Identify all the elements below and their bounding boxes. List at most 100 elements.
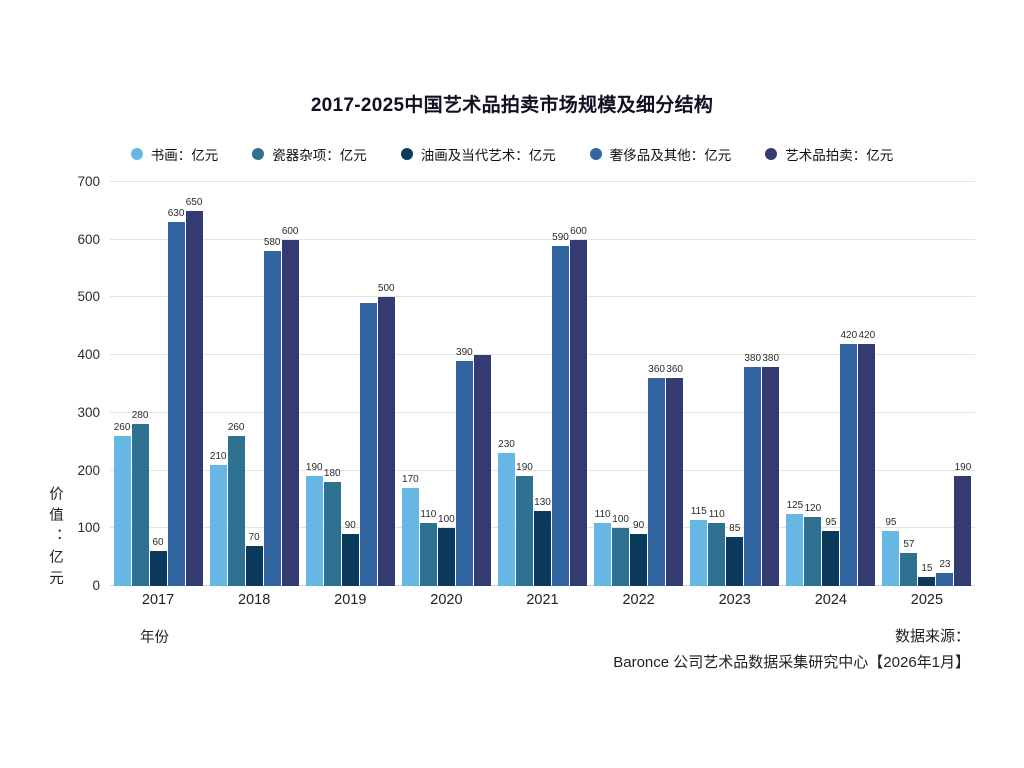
- bar: [401, 487, 419, 586]
- bar-value-label: 650: [185, 196, 203, 208]
- x-category-label: 2021: [526, 592, 559, 608]
- y-tick-label: 700: [77, 174, 100, 189]
- data-source: 数据来源： Baronce 公司艺术品数据采集研究中心【2026年1月】: [613, 624, 970, 676]
- bar-value-label: 600: [570, 225, 587, 237]
- data-source-line1: 数据来源：: [894, 628, 970, 645]
- bar-value-label: 85: [729, 522, 741, 534]
- x-category-label: 2022: [622, 592, 655, 608]
- bar-value-label: 100: [612, 514, 629, 526]
- bar: [708, 522, 726, 586]
- bar: [630, 534, 648, 586]
- legend-item: 油画及当代艺术：亿元: [400, 144, 556, 164]
- bar: [419, 522, 437, 586]
- bar-value-label: 420: [858, 329, 876, 341]
- legend-label: 书画：亿元: [150, 148, 219, 163]
- bar-value-label: 57: [903, 539, 915, 551]
- x-category-label: 2017: [141, 592, 175, 608]
- bar-value-label: 60: [152, 537, 164, 549]
- bar: [804, 516, 822, 586]
- bar: [281, 239, 299, 586]
- bar: [245, 545, 263, 586]
- bar: [744, 366, 762, 586]
- bar: [209, 464, 227, 586]
- bar: [918, 577, 936, 586]
- bar: [666, 378, 684, 586]
- bar-value-label: 110: [594, 508, 611, 520]
- x-category-label: 2023: [718, 592, 751, 608]
- bar: [305, 476, 323, 586]
- x-category-label: 2019: [334, 592, 367, 608]
- bar: [455, 360, 473, 586]
- bar-value-label: 580: [263, 237, 281, 249]
- x-category-label: 2018: [238, 592, 271, 608]
- x-axis-title: 年份: [140, 630, 169, 646]
- legend-dot-icon: [589, 148, 602, 160]
- bar: [612, 528, 630, 586]
- bar: [377, 297, 395, 586]
- bar: [690, 519, 708, 586]
- bar: [552, 245, 569, 586]
- bar-value-label: 115: [690, 505, 707, 517]
- gridline: [110, 238, 975, 240]
- y-tick-label: 400: [77, 347, 100, 363]
- bar-value-label: 380: [744, 352, 762, 364]
- bar: [498, 453, 515, 586]
- bar: [954, 476, 972, 586]
- y-tick-label: 0: [92, 578, 100, 593]
- bar-value-label: 90: [344, 520, 356, 532]
- gridline: [110, 411, 975, 413]
- bar-value-label: 420: [840, 329, 858, 341]
- bar: [822, 531, 840, 586]
- y-tick-label: 100: [77, 520, 100, 536]
- legend: 书画：亿元 瓷器杂项：亿元 油画及当代艺术：亿元 奢侈品及其他：亿元 艺术品拍卖：亿元: [0, 144, 1024, 164]
- bar: [323, 482, 341, 586]
- legend-dot-icon: [130, 148, 143, 160]
- x-category-label: 2025: [910, 592, 944, 608]
- bar: [227, 435, 245, 586]
- bar-value-label: 190: [305, 462, 323, 474]
- bar-value-label: 600: [281, 225, 299, 237]
- bar-value-label: 110: [708, 508, 725, 520]
- bar-value-label: 23: [939, 558, 951, 570]
- legend-item: 艺术品拍卖：亿元: [765, 144, 893, 164]
- bar: [840, 343, 858, 586]
- y-tick-label: 600: [77, 231, 100, 247]
- bar-value-label: 260: [113, 421, 131, 433]
- bar-value-label: 380: [762, 352, 780, 364]
- x-axis-labels: 2017 2018 2019 2020 2021 2022 2023 2024 2025: [110, 592, 975, 612]
- bar-value-label: 190: [954, 462, 972, 474]
- legend-dot-icon: [765, 148, 778, 160]
- bar: [570, 239, 587, 586]
- legend-item: 奢侈品及其他：亿元: [589, 144, 731, 164]
- bar-value-label: 230: [498, 439, 515, 451]
- bar: [882, 531, 900, 586]
- bar: [437, 528, 455, 586]
- bar-value-label: 630: [167, 208, 185, 220]
- bar-value-label: 360: [666, 364, 683, 376]
- legend-dot-icon: [252, 148, 265, 160]
- bar-value-label: 110: [420, 508, 437, 520]
- bar: [359, 303, 377, 586]
- x-category-label: 2024: [814, 592, 847, 608]
- bar-value-label: 95: [885, 517, 897, 529]
- bar: [341, 534, 359, 586]
- bar-value-label: 590: [552, 231, 569, 243]
- bar: [900, 553, 918, 586]
- y-axis-title: 价值：亿元: [47, 486, 63, 592]
- bar: [516, 476, 533, 586]
- bar-value-label: 390: [456, 346, 473, 358]
- y-tick-label: 500: [77, 289, 100, 305]
- bar-value-label: 190: [516, 462, 533, 474]
- bar: [113, 435, 131, 586]
- bar-value-label: 125: [786, 499, 804, 511]
- bar: [648, 378, 666, 586]
- bar-value-label: 70: [248, 531, 260, 543]
- bar: [149, 551, 167, 586]
- legend-dot-icon: [400, 148, 413, 160]
- bar: [762, 366, 780, 586]
- bar-value-label: 90: [633, 520, 645, 532]
- chart-title: 2017-2025中国艺术品拍卖市场规模及细分结构: [310, 95, 714, 116]
- bar-value-label: 260: [227, 421, 245, 433]
- bar-value-label: 100: [438, 514, 455, 526]
- bar-value-label: 210: [209, 450, 227, 462]
